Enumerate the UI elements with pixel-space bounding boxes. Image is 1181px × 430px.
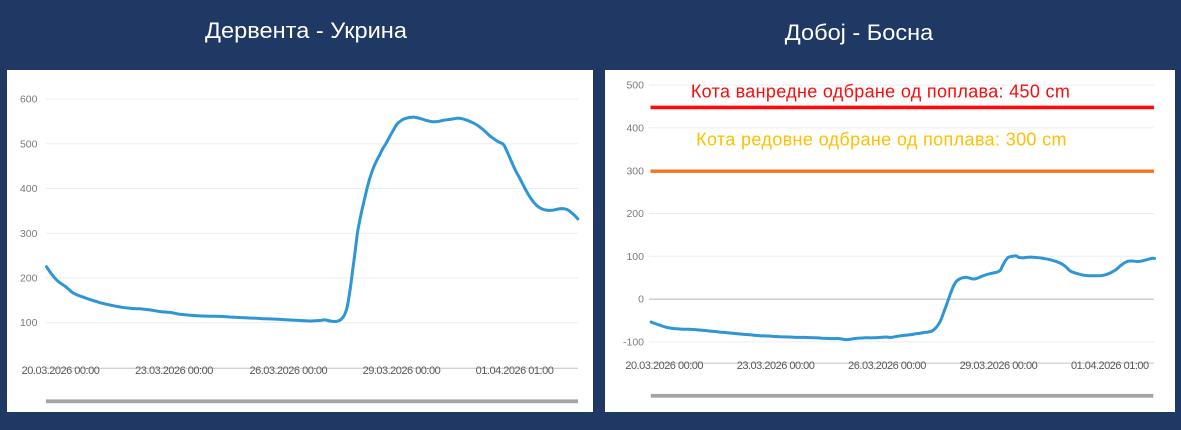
svg-text:200: 200: [20, 272, 38, 284]
svg-text:23.03.2026 00:00: 23.03.2026 00:00: [737, 360, 815, 372]
svg-text:200: 200: [626, 208, 644, 220]
svg-text:26.03.2026 00:00: 26.03.2026 00:00: [249, 365, 327, 377]
svg-text:500: 500: [626, 79, 644, 91]
svg-text:400: 400: [20, 183, 38, 195]
svg-text:0: 0: [638, 293, 644, 305]
svg-text:300: 300: [20, 227, 38, 239]
svg-text:01.04.2026 01:00: 01.04.2026 01:00: [1071, 360, 1149, 372]
svg-text:Кота редовне одбране од поплав: Кота редовне одбране од поплава: 300 cm: [696, 129, 1067, 149]
svg-text:20.03.2026 00:00: 20.03.2026 00:00: [22, 365, 100, 377]
svg-text:-100: -100: [623, 336, 644, 348]
svg-text:29.03.2026 00:00: 29.03.2026 00:00: [363, 365, 441, 377]
svg-text:600: 600: [20, 93, 38, 105]
svg-text:100: 100: [20, 317, 38, 329]
svg-text:300: 300: [626, 165, 644, 177]
svg-text:500: 500: [20, 138, 38, 150]
svg-text:26.03.2026 00:00: 26.03.2026 00:00: [848, 360, 926, 372]
svg-text:01.04.2026 01:00: 01.04.2026 01:00: [476, 365, 554, 377]
svg-text:23.03.2026 00:00: 23.03.2026 00:00: [135, 365, 213, 377]
svg-text:29.03.2026 00:00: 29.03.2026 00:00: [960, 360, 1038, 372]
svg-text:20.03.2026 00:00: 20.03.2026 00:00: [625, 360, 703, 372]
svg-text:400: 400: [626, 122, 644, 134]
svg-text:100: 100: [626, 250, 644, 262]
svg-text:Кота ванредне одбране од попла: Кота ванредне одбране од поплава: 450 cm: [691, 81, 1070, 101]
